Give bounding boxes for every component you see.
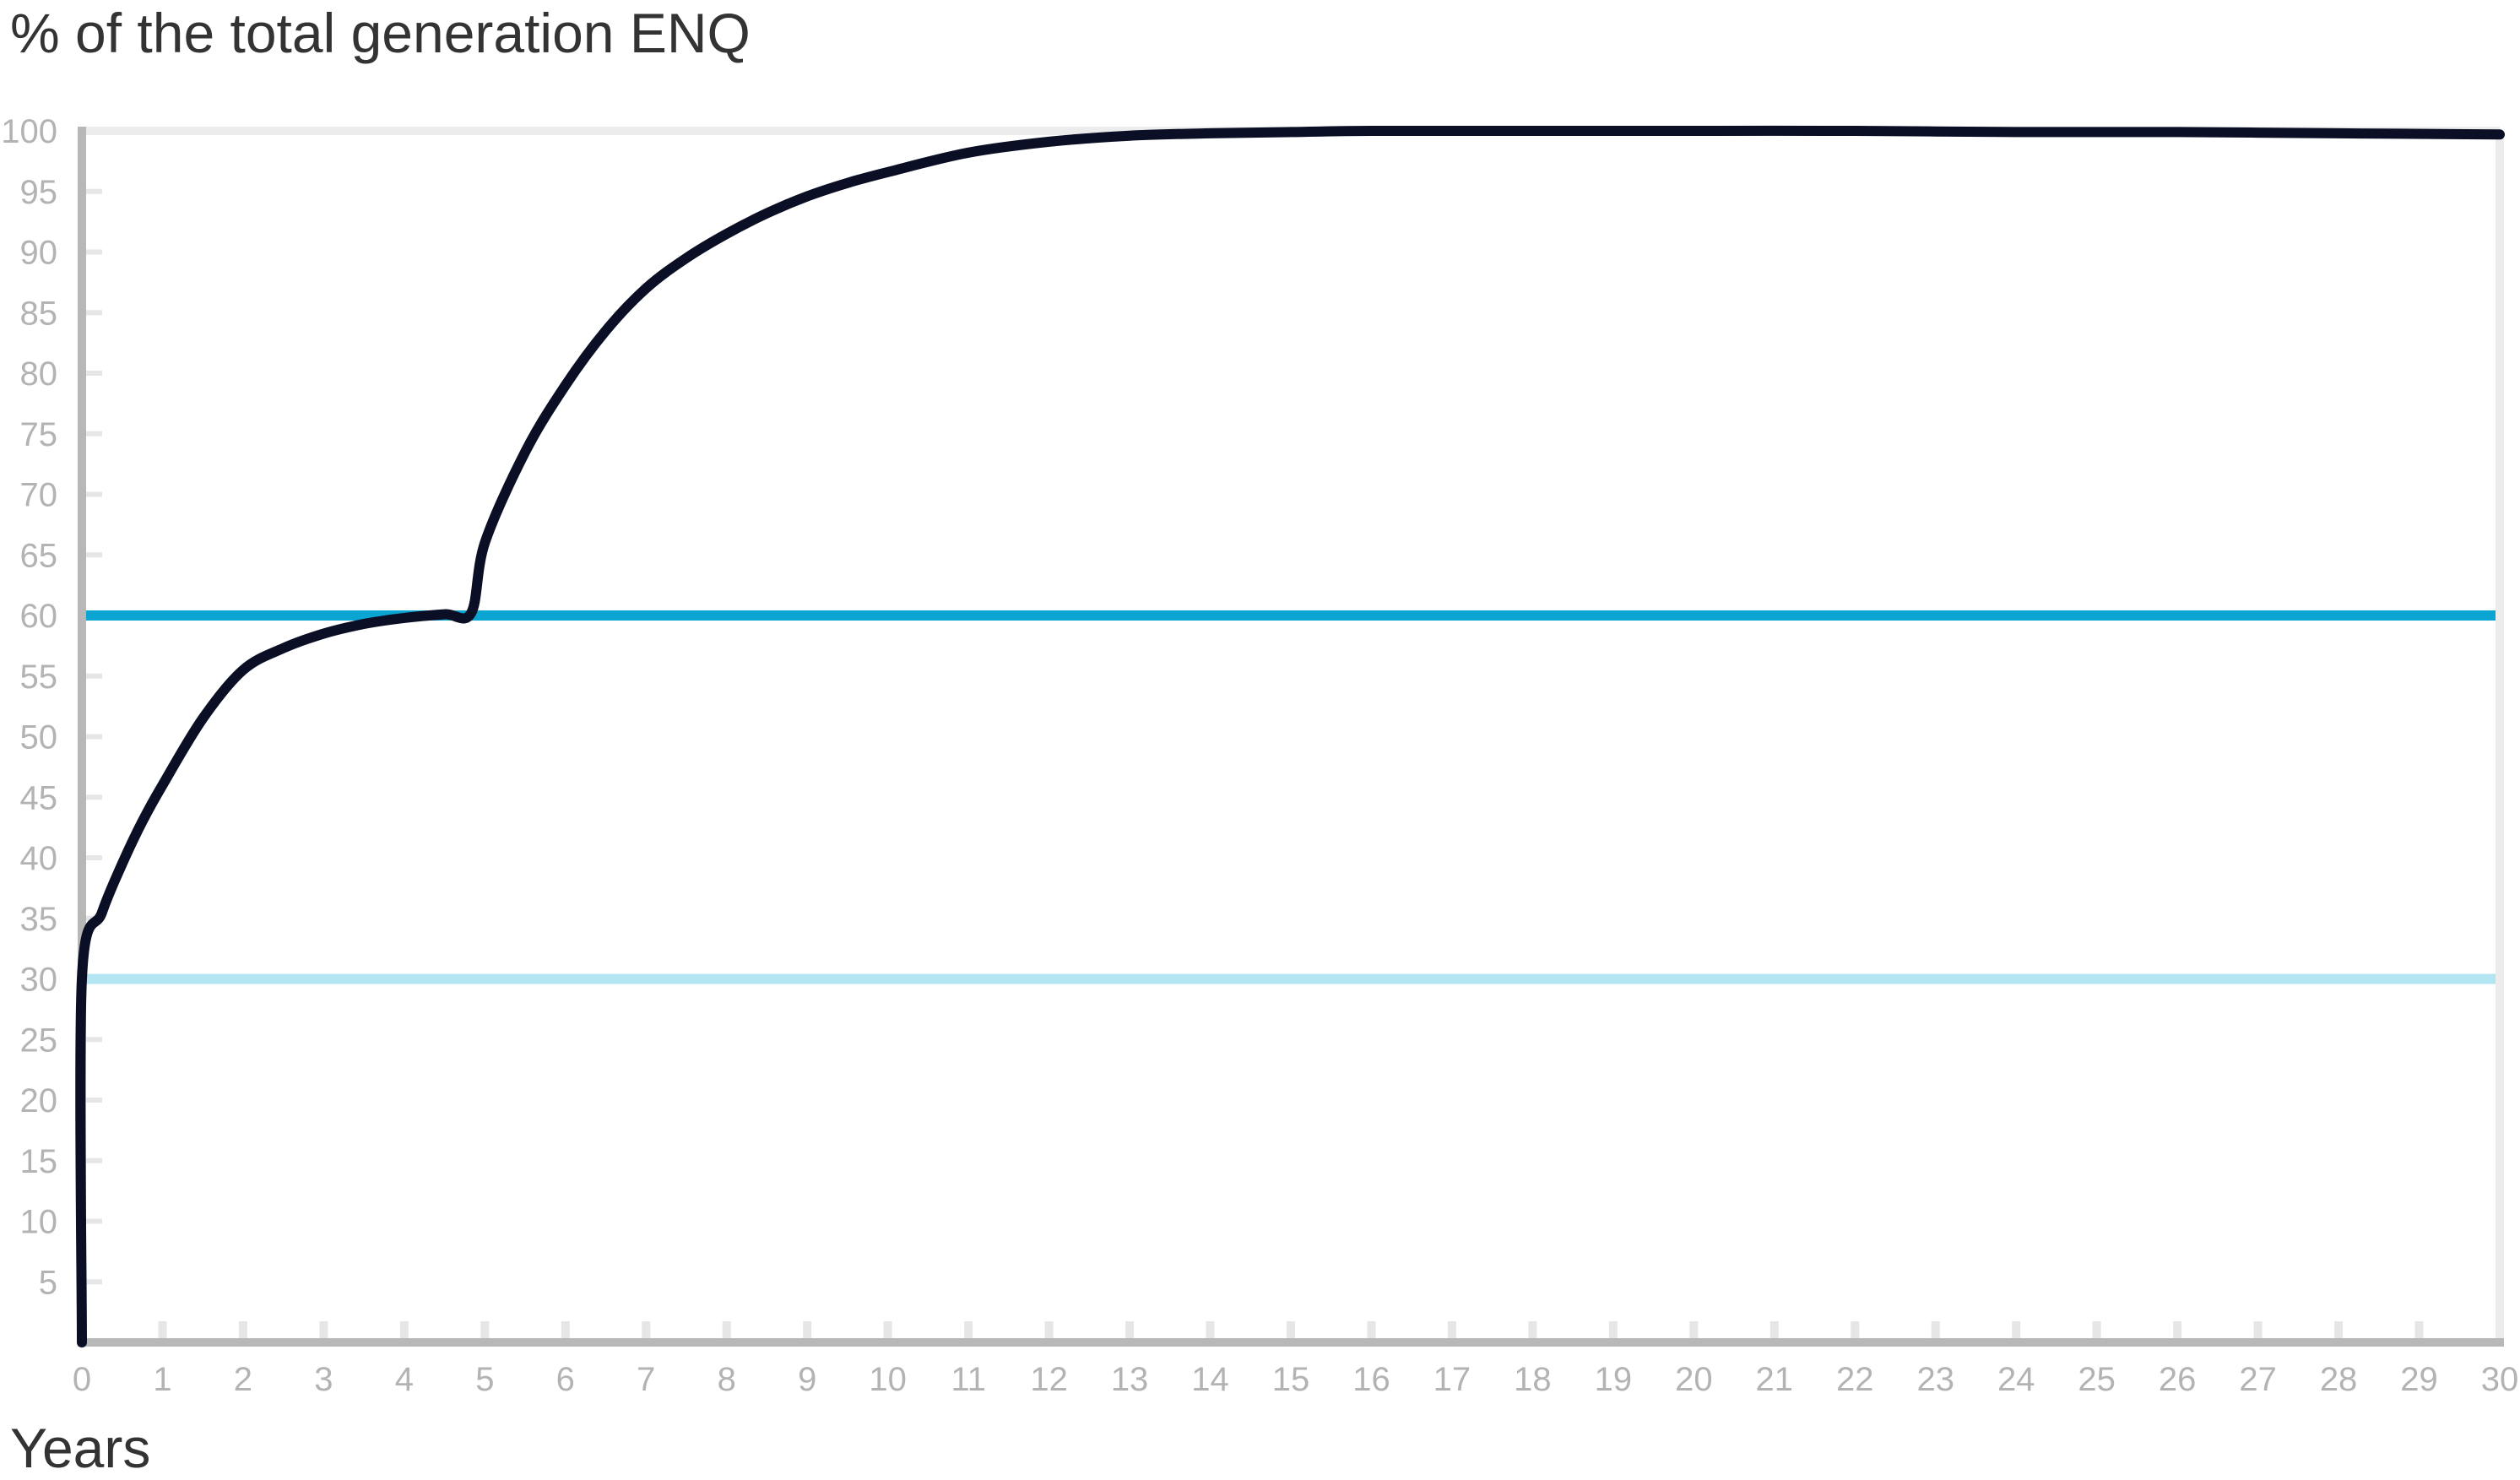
x-tick-label: 1 <box>153 1361 171 1398</box>
x-axis: 0 1 2 3 4 5 6 7 8 9 10 11 12 13 14 15 16 17 18 19 20 21 22 23 24… <box>73 1321 2518 1398</box>
y-tick-label: 75 <box>20 416 58 453</box>
x-tick-label: 20 <box>1675 1361 1713 1398</box>
y-tick-label: 90 <box>20 235 58 272</box>
x-tick-label: 3 <box>314 1361 333 1398</box>
x-tick-label: 4 <box>395 1361 414 1398</box>
x-tick-label: 5 <box>475 1361 494 1398</box>
x-tick-label: 23 <box>1916 1361 1954 1398</box>
y-tick-label: 85 <box>20 295 58 332</box>
y-tick-label: 45 <box>20 779 58 816</box>
x-tick-label: 22 <box>1836 1361 1874 1398</box>
x-axis-title: Years <box>10 1417 150 1479</box>
series-line <box>75 125 2505 1347</box>
x-tick-label: 9 <box>798 1361 816 1398</box>
y-tick-label: 80 <box>20 355 58 393</box>
x-tick-label: 0 <box>73 1361 91 1398</box>
y-axis-title: % of the total generation ENQ <box>10 2 751 64</box>
y-tick-label: 40 <box>20 840 58 877</box>
series-layer <box>75 125 2505 1347</box>
x-tick-label: 6 <box>556 1361 575 1398</box>
x-tick-label: 25 <box>2078 1361 2116 1398</box>
x-tick-label: 15 <box>1272 1361 1310 1398</box>
y-tick-label: 5 <box>39 1264 57 1301</box>
y-tick-label: 60 <box>20 598 58 635</box>
x-tick-label: 10 <box>869 1361 907 1398</box>
y-tick-label: 55 <box>20 659 58 696</box>
y-tick-label: 50 <box>20 719 58 756</box>
x-tick-label: 7 <box>637 1361 655 1398</box>
y-tick-label: 15 <box>20 1143 58 1180</box>
y-tick-label: 10 <box>20 1204 58 1241</box>
y-tick-label: 65 <box>20 537 58 574</box>
x-tick-label: 18 <box>1514 1361 1552 1398</box>
y-tick-label: 30 <box>20 962 58 999</box>
x-tick-label: 26 <box>2159 1361 2197 1398</box>
x-tick-label: 27 <box>2239 1361 2277 1398</box>
x-tick-label: 28 <box>2320 1361 2358 1398</box>
y-tick-label: 25 <box>20 1022 58 1059</box>
y-tick-label: 70 <box>20 477 58 514</box>
x-tick-label: 13 <box>1111 1361 1149 1398</box>
x-tick-label: 21 <box>1756 1361 1794 1398</box>
x-tick-label: 8 <box>718 1361 736 1398</box>
y-axis: 5 10 15 20 25 30 35 40 45 50 55 60 65 70 75 80 85 90 95 100 <box>1 113 102 1301</box>
plot-frame <box>78 127 2504 1347</box>
x-tick-label: 12 <box>1030 1361 1068 1398</box>
x-tick-label: 29 <box>2400 1361 2438 1398</box>
y-tick-label: 20 <box>20 1082 58 1119</box>
x-tick-label: 30 <box>2481 1361 2519 1398</box>
reference-lines <box>86 610 2496 984</box>
x-tick-label: 17 <box>1433 1361 1471 1398</box>
x-tick-label: 24 <box>1997 1361 2035 1398</box>
x-tick-label: 16 <box>1352 1361 1390 1398</box>
x-tick-label: 2 <box>234 1361 252 1398</box>
x-tick-label: 14 <box>1191 1361 1229 1398</box>
x-tick-label: 19 <box>1595 1361 1633 1398</box>
y-tick-label: 35 <box>20 901 58 938</box>
y-tick-label: 95 <box>20 174 58 211</box>
y-tick-label: 100 <box>1 113 57 150</box>
x-tick-label: 11 <box>951 1361 986 1398</box>
